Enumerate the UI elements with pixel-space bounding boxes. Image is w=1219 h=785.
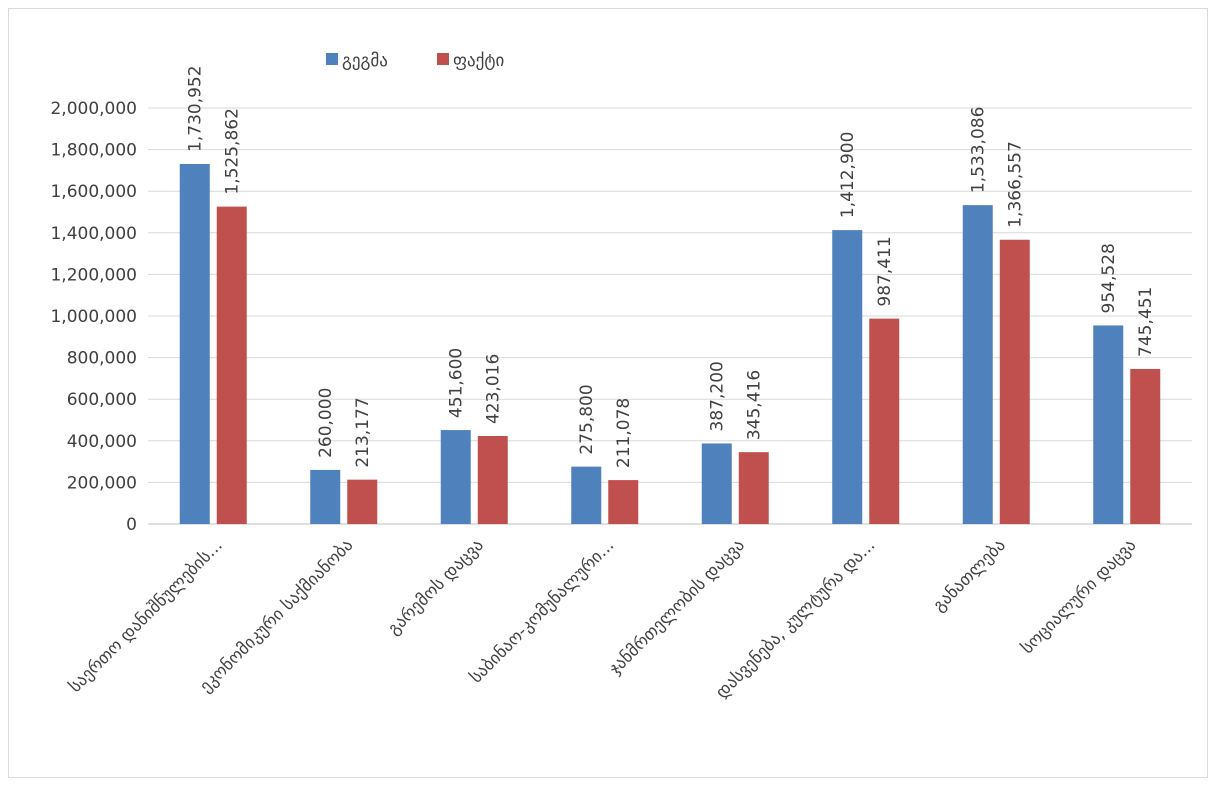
x-tick-label: ჯანმრთელობის დაცვა <box>605 535 748 678</box>
data-label: 1,533,086 <box>969 107 989 194</box>
y-tick-label: 1,000,000 <box>50 307 137 327</box>
y-tick-label: 1,400,000 <box>50 224 137 244</box>
data-label: 745,451 <box>1136 287 1156 357</box>
x-tick-label: საბინაო-კომუნალური... <box>466 535 618 687</box>
bar-plan <box>179 163 210 525</box>
y-tick-label: 1,600,000 <box>50 182 137 202</box>
x-tick-label: ეკონომიკური საქმიანობა <box>196 535 357 696</box>
bar-actual <box>608 480 639 524</box>
x-tick-label: სოციალური დაცვა <box>1017 535 1140 658</box>
data-label: 387,200 <box>708 361 728 431</box>
legend-swatch-actual <box>437 53 449 65</box>
bar-plan <box>962 205 993 525</box>
legend-label-actual: ფაქტი <box>453 51 504 71</box>
data-label: 213,177 <box>353 397 373 467</box>
y-tick-label: 0 <box>126 515 137 535</box>
y-tick-label: 800,000 <box>67 349 137 369</box>
x-tick-label: გარემოს დაცვა <box>384 535 488 639</box>
data-label: 987,411 <box>875 236 895 306</box>
data-label: 954,528 <box>1099 243 1119 313</box>
bar-actual <box>477 436 508 524</box>
x-tick-label: საერთო დანიშნულების... <box>65 535 226 696</box>
bar-plan <box>310 469 341 524</box>
data-label: 260,000 <box>316 388 336 458</box>
data-label: 211,078 <box>614 398 634 468</box>
data-label: 1,730,952 <box>186 65 206 152</box>
bar-actual <box>738 452 769 524</box>
data-label: 1,412,900 <box>838 132 858 219</box>
data-label: 345,416 <box>745 370 765 440</box>
y-tick-label: 1,200,000 <box>50 265 137 285</box>
data-label: 423,016 <box>484 354 504 424</box>
data-label: 275,800 <box>577 384 597 454</box>
bar-actual <box>347 479 378 524</box>
x-tick-label: განათლება <box>929 535 1009 615</box>
bar-plan <box>440 430 471 524</box>
legend-label-plan: გეგმა <box>342 51 388 71</box>
legend-swatch-plan <box>326 53 338 65</box>
y-tick-label: 2,000,000 <box>50 99 137 119</box>
y-tick-label: 1,800,000 <box>50 141 137 161</box>
bar-actual <box>216 206 247 524</box>
bar-actual <box>869 318 900 524</box>
bar-plan <box>832 230 863 524</box>
y-tick-label: 600,000 <box>67 390 137 410</box>
bar-actual <box>999 239 1030 524</box>
data-label: 1,366,557 <box>1006 141 1026 228</box>
bar-actual <box>1130 368 1161 524</box>
data-label: 1,525,862 <box>223 108 243 195</box>
bar-plan <box>701 443 732 524</box>
bar-plan <box>1093 325 1124 524</box>
y-tick-label: 400,000 <box>67 432 137 452</box>
y-tick-label: 200,000 <box>67 473 137 493</box>
data-label: 451,600 <box>447 348 467 418</box>
bar-plan <box>571 466 602 524</box>
